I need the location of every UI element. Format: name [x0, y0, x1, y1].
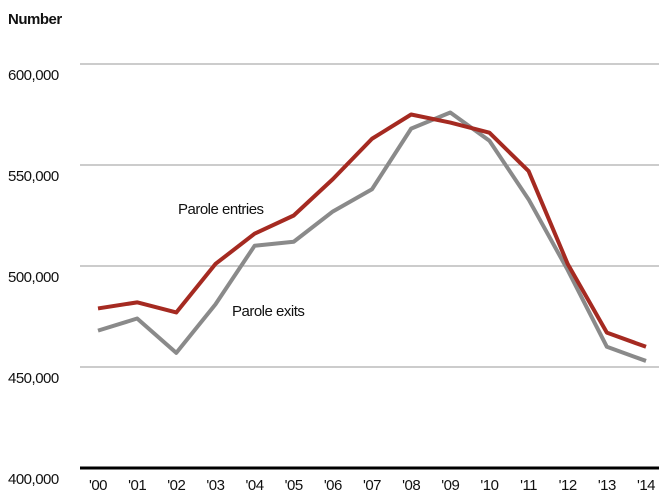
y-tick-label: 550,000 — [8, 168, 59, 185]
x-tick-label: '07 — [363, 477, 381, 493]
series-line — [97, 112, 647, 349]
x-tick-label: '13 — [598, 477, 616, 493]
x-tick-label: '10 — [480, 477, 498, 493]
x-tick-label: '03 — [206, 477, 224, 493]
x-tick-label: '01 — [128, 477, 146, 493]
x-tick-label: '05 — [285, 477, 303, 493]
x-tick-label: '02 — [167, 477, 185, 493]
y-tick-label: 500,000 — [8, 269, 59, 286]
x-tick-label: '12 — [559, 477, 577, 493]
x-tick-label: '11 — [520, 477, 537, 493]
series-label: Parole exits — [232, 303, 304, 320]
y-tick-label: 600,000 — [8, 67, 59, 84]
series-line — [97, 110, 647, 363]
x-tick-label: '04 — [246, 477, 264, 493]
y-axis-title: Number — [8, 11, 62, 28]
y-tick-label: 450,000 — [8, 370, 59, 387]
x-tick-label: '00 — [89, 477, 107, 493]
x-tick-label: '08 — [402, 477, 420, 493]
x-tick-label: '14 — [637, 477, 655, 493]
series-label: Parole entries — [178, 201, 264, 218]
y-tick-label: 400,000 — [8, 471, 59, 488]
x-tick-label: '09 — [441, 477, 459, 493]
x-tick-label: '06 — [324, 477, 342, 493]
